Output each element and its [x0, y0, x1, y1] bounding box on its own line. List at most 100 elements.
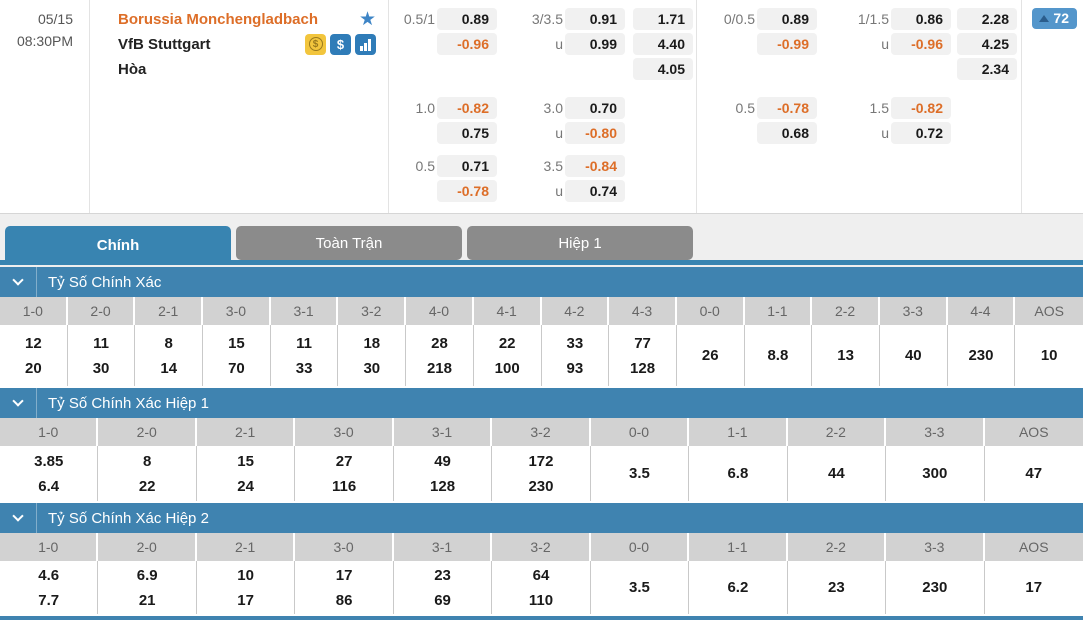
score-odds-cell[interactable]: 11 33 [271, 325, 339, 386]
collapse-chevron-cell[interactable] [0, 388, 37, 418]
1x2-away-odds[interactable]: 4.40 [633, 33, 693, 55]
score-odds-cell[interactable]: 3.5 [591, 446, 690, 501]
odds-value[interactable]: 128 [430, 477, 456, 495]
odds-value[interactable]: 230 [922, 579, 948, 596]
tab-toan-tran[interactable]: Toàn Trận [236, 226, 462, 260]
score-odds-cell[interactable]: 23 69 [394, 561, 493, 614]
odds-value[interactable]: 300 [922, 465, 948, 482]
score-odds-cell[interactable]: 230 [948, 325, 1016, 386]
score-odds-cell[interactable]: 230 [886, 561, 985, 614]
odds-value[interactable]: 24 [237, 477, 254, 495]
odds-value[interactable]: 230 [968, 347, 994, 364]
odds-value[interactable]: 30 [92, 359, 110, 377]
odds-value[interactable]: 17 [1025, 579, 1043, 596]
score-odds-cell[interactable]: 33 93 [542, 325, 610, 386]
1x2-home-odds[interactable]: 2.28 [957, 8, 1017, 30]
1x2-away-odds[interactable]: 4.25 [957, 33, 1017, 55]
over-odds[interactable]: -0.82 [891, 97, 951, 119]
odds-value[interactable]: 15 [237, 452, 254, 470]
handicap-odds[interactable]: -0.82 [437, 97, 497, 119]
odds-value[interactable]: 21 [138, 591, 156, 609]
odds-value[interactable]: 10 [237, 566, 254, 584]
score-odds-cell[interactable]: 6.8 [689, 446, 788, 501]
score-odds-cell[interactable]: 6.9 21 [98, 561, 197, 614]
favorite-star-icon[interactable] [359, 10, 376, 29]
collapse-chevron-cell[interactable] [0, 503, 37, 533]
under-odds[interactable]: 0.72 [891, 122, 951, 144]
handicap-odds[interactable]: 0.71 [437, 155, 497, 177]
coin-promo-icon[interactable] [305, 33, 326, 55]
odds-value[interactable]: 11 [93, 334, 109, 352]
odds-value[interactable]: 3.85 [34, 452, 64, 470]
odds-value[interactable]: 23 [828, 579, 845, 596]
odds-value[interactable]: 26 [701, 347, 719, 364]
handicap-odds[interactable]: -0.78 [437, 180, 497, 202]
odds-value[interactable]: 8 [164, 334, 173, 352]
score-odds-cell[interactable]: 44 [788, 446, 887, 501]
odds-value[interactable]: 30 [363, 359, 381, 377]
odds-value[interactable]: 3.5 [629, 465, 650, 482]
odds-value[interactable]: 6.4 [38, 477, 60, 495]
odds-value[interactable]: 27 [335, 452, 353, 470]
handicap-odds[interactable]: 0.75 [437, 122, 497, 144]
odds-value[interactable]: 230 [528, 477, 554, 495]
score-odds-cell[interactable]: 22 100 [474, 325, 542, 386]
odds-value[interactable]: 28 [431, 334, 448, 352]
odds-value[interactable]: 49 [434, 452, 451, 470]
odds-value[interactable]: 23 [434, 566, 451, 584]
score-odds-cell[interactable]: 18 30 [338, 325, 407, 386]
score-odds-cell[interactable]: 47 [985, 446, 1083, 501]
collapse-chevron-cell[interactable] [0, 267, 37, 297]
over-odds[interactable]: 0.86 [891, 8, 951, 30]
score-odds-cell[interactable]: 3.85 6.4 [0, 446, 99, 501]
odds-value[interactable]: 69 [434, 591, 451, 609]
score-odds-cell[interactable]: 300 [886, 446, 985, 501]
odds-value[interactable]: 47 [1025, 465, 1043, 482]
score-odds-cell[interactable]: 49 128 [394, 446, 493, 501]
odds-value[interactable]: 116 [331, 477, 357, 495]
odds-value[interactable]: 14 [160, 359, 178, 377]
odds-value[interactable]: 40 [904, 347, 922, 364]
score-odds-cell[interactable]: 11 30 [68, 325, 136, 386]
score-odds-cell[interactable]: 15 24 [197, 446, 296, 501]
over-odds[interactable]: 0.91 [565, 8, 625, 30]
odds-value[interactable]: 15 [228, 334, 245, 352]
dollar-icon[interactable] [330, 33, 351, 55]
odds-value[interactable]: 8.8 [767, 347, 789, 364]
more-markets-badge[interactable]: 72 [1032, 8, 1077, 29]
over-odds[interactable]: 0.70 [565, 97, 625, 119]
handicap-odds[interactable]: 0.68 [757, 122, 817, 144]
handicap-odds[interactable]: -0.78 [757, 97, 817, 119]
odds-value[interactable]: 6.9 [136, 566, 158, 584]
odds-value[interactable]: 86 [335, 591, 353, 609]
odds-value[interactable]: 3.5 [629, 579, 650, 596]
odds-value[interactable]: 33 [566, 334, 584, 352]
bar-chart-icon[interactable] [355, 33, 376, 55]
odds-value[interactable]: 93 [566, 359, 584, 377]
odds-value[interactable]: 17 [335, 566, 353, 584]
score-odds-cell[interactable]: 12 20 [0, 325, 68, 386]
under-odds[interactable]: -0.96 [891, 33, 951, 55]
section-header[interactable]: Tỷ Số Chính Xác [0, 267, 1083, 297]
odds-value[interactable]: 18 [363, 334, 381, 352]
handicap-odds[interactable]: 0.89 [437, 8, 497, 30]
score-odds-cell[interactable]: 64 110 [492, 561, 591, 614]
score-odds-cell[interactable]: 172 230 [492, 446, 591, 501]
score-odds-cell[interactable]: 3.5 [591, 561, 690, 614]
1x2-draw-odds[interactable]: 2.34 [957, 58, 1017, 80]
section-header[interactable]: Tỷ Số Chính Xác Hiệp 1 [0, 388, 1083, 418]
odds-value[interactable]: 6.2 [727, 579, 749, 596]
odds-value[interactable]: 11 [296, 334, 313, 352]
handicap-odds[interactable]: -0.96 [437, 33, 497, 55]
odds-value[interactable]: 128 [630, 359, 656, 377]
score-odds-cell[interactable]: 10 [1015, 325, 1083, 386]
score-odds-cell[interactable]: 6.2 [689, 561, 788, 614]
1x2-draw-odds[interactable]: 4.05 [633, 58, 693, 80]
odds-value[interactable]: 77 [634, 334, 651, 352]
odds-value[interactable]: 13 [837, 347, 854, 364]
score-odds-cell[interactable]: 26 [677, 325, 745, 386]
score-odds-cell[interactable]: 8 22 [98, 446, 197, 501]
odds-value[interactable]: 218 [426, 359, 452, 377]
score-odds-cell[interactable]: 10 17 [197, 561, 296, 614]
score-odds-cell[interactable]: 27 116 [295, 446, 394, 501]
